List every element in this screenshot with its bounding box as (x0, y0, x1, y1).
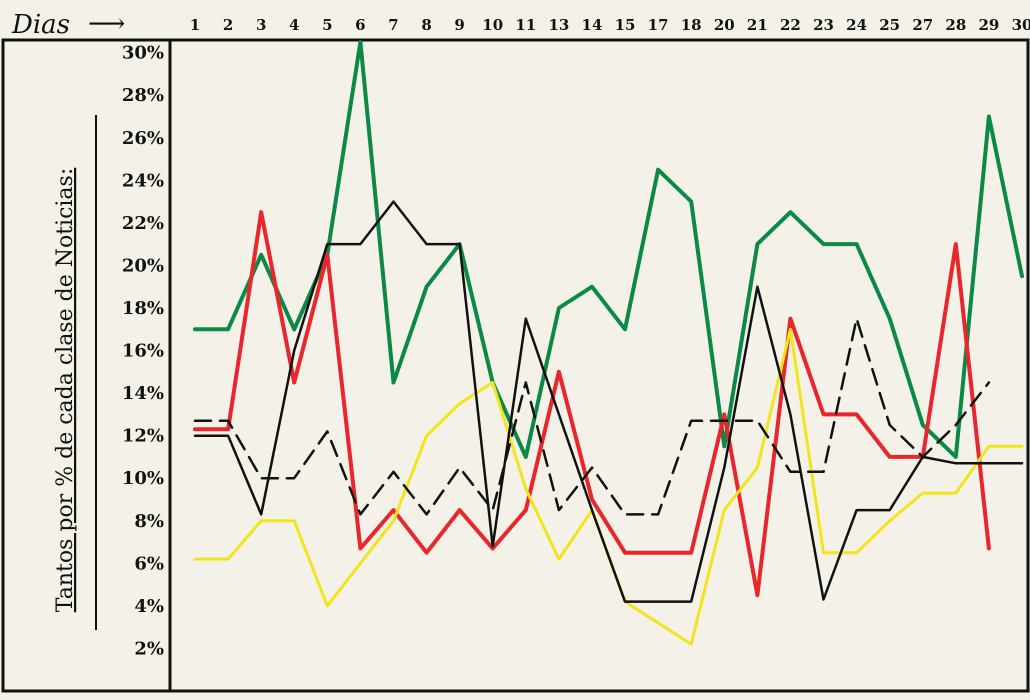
x-tick-label: 8 (421, 16, 431, 34)
x-tick-label: 20 (714, 16, 735, 34)
y-tick-label: 30% (122, 43, 164, 64)
x-tick-label: 15 (615, 16, 636, 34)
series-line (193, 210, 991, 598)
x-tick-label: 27 (912, 16, 933, 34)
y-tick-label: 14% (122, 383, 164, 404)
x-tick-label: 1 (190, 16, 200, 34)
x-tick-label: 7 (388, 16, 398, 34)
x-tick-label: 14 (582, 16, 603, 34)
y-axis-title-group: Tantos por % de cada clase de Noticias: (53, 115, 97, 630)
series-lines (193, 40, 1024, 646)
y-tick-label: 18% (122, 298, 164, 319)
x-tick-label: 18 (681, 16, 702, 34)
x-tick-label: 5 (322, 16, 332, 34)
y-tick-labels: 2% 4% 6% 8% 10% 12% 14% 16% 18% 20% 22% 24% 26% 28% 30… (122, 43, 164, 660)
x-tick-label: 9 (454, 16, 464, 34)
y-tick-label: 10% (122, 468, 164, 489)
y-tick-label: 20% (122, 255, 164, 276)
x-tick-labels: 1 2 3 4 5 6 7 8 9 10 11 13 14 15 17 18 20 21 22 23 24 25 27 28 2… (190, 16, 1030, 34)
y-tick-label: 16% (122, 341, 164, 362)
x-tick-label: 10 (482, 16, 503, 34)
x-tick-label: 4 (289, 16, 299, 34)
x-axis-title-group: Dias ⟶ (11, 9, 125, 40)
x-tick-label: 3 (256, 16, 266, 34)
y-axis-title: Tantos por % de cada clase de Noticias: (53, 168, 78, 613)
arrow-icon: ⟶ (88, 9, 125, 39)
x-tick-label: 23 (813, 16, 834, 34)
series-line (193, 317, 991, 516)
x-tick-label: 11 (515, 16, 536, 34)
x-tick-label: 28 (945, 16, 966, 34)
x-tick-label: 21 (747, 16, 768, 34)
x-tick-label: 30 (1012, 16, 1030, 34)
series-line (193, 327, 1024, 646)
x-tick-label: 22 (780, 16, 801, 34)
y-tick-label: 4% (134, 596, 164, 617)
x-tick-label: 25 (879, 16, 900, 34)
series-line (193, 40, 1024, 459)
y-tick-label: 6% (134, 553, 164, 574)
x-tick-label: 24 (846, 16, 867, 34)
y-tick-label: 24% (122, 170, 164, 191)
x-axis-title: Dias (11, 10, 70, 40)
y-tick-label: 8% (134, 511, 164, 532)
y-tick-label: 12% (122, 426, 164, 447)
x-tick-label: 2 (223, 16, 233, 34)
x-tick-label: 29 (978, 16, 999, 34)
y-tick-label: 2% (134, 638, 164, 659)
outer-frame (1, 38, 1030, 693)
series-line (193, 200, 1024, 603)
x-tick-label: 13 (548, 16, 569, 34)
x-tick-label: 17 (648, 16, 669, 34)
y-tick-label: 26% (122, 128, 164, 149)
x-tick-label: 6 (355, 16, 365, 34)
y-tick-label: 22% (122, 213, 164, 234)
y-tick-label: 28% (122, 85, 164, 106)
